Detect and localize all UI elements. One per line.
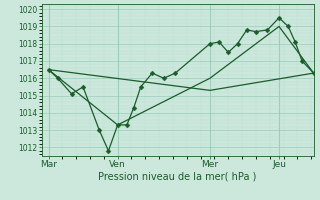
X-axis label: Pression niveau de la mer( hPa ): Pression niveau de la mer( hPa )	[99, 172, 257, 182]
